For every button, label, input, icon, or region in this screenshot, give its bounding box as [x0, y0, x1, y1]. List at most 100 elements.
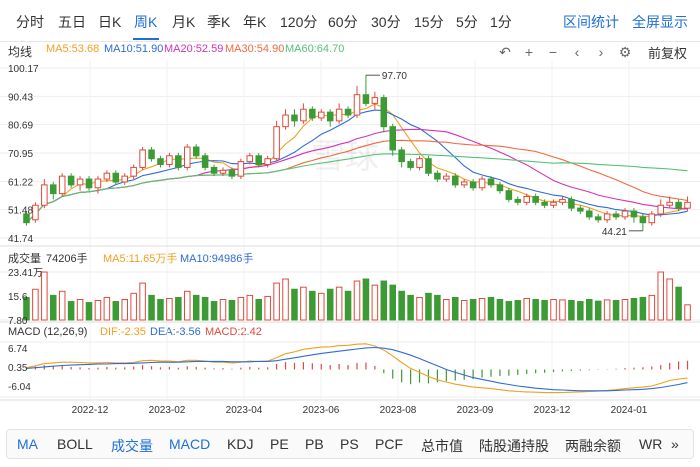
tab-five-day[interactable]: 五日: [58, 14, 86, 30]
price-adjust-selector[interactable]: 前复权: [648, 46, 688, 61]
volume-bar-up: [246, 294, 254, 321]
candle-up: [219, 169, 227, 174]
candle-down: [532, 196, 539, 203]
candle-down: [434, 172, 441, 180]
tab-30min[interactable]: 30分: [371, 14, 401, 30]
volume-bar-up: [94, 300, 102, 321]
scroll-left-icon[interactable]: ‹: [574, 44, 580, 60]
volume-bar-up: [76, 298, 84, 321]
candle-up: [559, 198, 566, 203]
undo-icon[interactable]: ↶: [499, 44, 511, 60]
volume-bar-up: [130, 292, 137, 321]
indicator-margin-balance[interactable]: 两融余额: [565, 438, 621, 454]
indicator-volume[interactable]: 成交量: [111, 438, 153, 454]
candle-down: [380, 97, 388, 128]
time-axis-label: 2024-01: [611, 405, 648, 416]
tab-daily-k[interactable]: 日K: [98, 14, 122, 30]
indicator-ma[interactable]: MA: [17, 436, 38, 452]
candle-down: [309, 108, 316, 119]
price-axis-label: 51.48: [8, 206, 33, 217]
candle-up: [282, 114, 289, 128]
candle-down: [23, 213, 30, 224]
ma60-line: [26, 153, 688, 224]
volume-bar-down: [389, 284, 397, 321]
candle-up: [657, 204, 665, 215]
watermark: 雪球: [311, 137, 379, 177]
time-axis-label: 2023-04: [226, 405, 263, 416]
indicator-pe[interactable]: PE: [270, 436, 289, 452]
candle-up: [246, 155, 254, 163]
indicator-pcf[interactable]: PCF: [375, 436, 403, 452]
high-price-marker: 97.70: [382, 71, 407, 82]
price-axis-label: 90.43: [8, 92, 33, 103]
volume-bar-down: [362, 278, 370, 321]
kline-chart[interactable]: 雪球 97.70 44.21 100.17 90.43 80.69 70.95 61.22 5…: [0, 0, 700, 430]
tab-1min[interactable]: 1分: [490, 14, 512, 30]
candle-down: [469, 181, 477, 189]
tab-quarterly-k[interactable]: 季K: [207, 14, 231, 30]
indicator-ps[interactable]: PS: [340, 436, 359, 452]
range-stats-link[interactable]: 区间统计: [563, 14, 619, 30]
ma-label: 均线: [8, 45, 33, 59]
macd-dea-line: [26, 346, 688, 392]
volume-bar-up: [523, 297, 531, 321]
volume-bar-down: [496, 298, 504, 321]
volume-bar-down: [612, 300, 620, 321]
indicator-kdj[interactable]: KDJ: [227, 436, 254, 452]
indicator-northbound-holdings[interactable]: 陆股通持股: [479, 438, 549, 454]
candle-down: [630, 210, 638, 218]
tab-120min[interactable]: 120分: [280, 14, 318, 30]
tab-weekly-k[interactable]: 周K: [134, 14, 158, 30]
price-axis-label: 100.17: [8, 64, 39, 75]
volume-bar-up: [478, 297, 486, 321]
candle-down: [594, 216, 602, 221]
time-axis-label: 2023-02: [149, 405, 186, 416]
candle-up: [76, 178, 84, 186]
indicator-pb[interactable]: PB: [305, 436, 324, 452]
tab-60min[interactable]: 60分: [328, 14, 358, 30]
indicator-macd[interactable]: MACD: [169, 436, 211, 452]
tab-yearly-k[interactable]: 年K: [243, 14, 267, 30]
volume-bar-down: [344, 290, 352, 321]
scroll-right-icon[interactable]: ›: [598, 44, 604, 60]
settings-gear-icon[interactable]: ⚙: [618, 44, 632, 60]
candle-up: [273, 126, 280, 160]
indicator-market-cap[interactable]: 总市值: [421, 438, 463, 454]
candle-up: [443, 175, 450, 180]
volume-bar-up: [460, 300, 468, 321]
candle-up: [648, 213, 656, 224]
volume-bar-down: [594, 300, 602, 321]
low-price-marker: 44.21: [602, 227, 627, 238]
volume-bar-up: [559, 299, 566, 321]
candle-down: [192, 146, 200, 157]
tab-intraday[interactable]: 分时: [16, 14, 44, 30]
candle-down: [49, 184, 57, 195]
volume-bar-up: [264, 295, 271, 321]
candle-down: [362, 94, 370, 104]
tab-5min[interactable]: 5分: [456, 14, 478, 30]
volume-bar-up: [32, 288, 39, 321]
volume-bar-down: [309, 290, 316, 321]
candle-up: [550, 201, 557, 206]
tab-monthly-k[interactable]: 月K: [172, 14, 196, 30]
candle-up: [41, 184, 48, 206]
indicator-boll[interactable]: BOLL: [57, 436, 93, 452]
zoom-out-icon[interactable]: −: [548, 44, 558, 60]
ma20-value: MA20:52.59: [164, 43, 224, 55]
zoom-in-icon[interactable]: +: [524, 44, 534, 60]
candle-down: [326, 111, 334, 122]
volume-bar-down: [228, 300, 236, 321]
fullscreen-link[interactable]: 全屏显示: [632, 14, 688, 30]
indicator-more-icon[interactable]: »: [671, 436, 679, 452]
candle-down: [514, 198, 522, 203]
tab-15min[interactable]: 15分: [414, 14, 444, 30]
ma-legend-row: 均线 MA5:53.68 MA10:51.90 MA20:52.59 MA30:…: [0, 40, 700, 61]
indicator-wr[interactable]: WR: [639, 436, 663, 452]
macd-dif-line: [26, 343, 688, 394]
candle-up: [603, 213, 611, 221]
volume-bar-up: [621, 298, 629, 321]
candle-down: [585, 210, 593, 218]
macd-legend-row: MACD (12,26,9) DIF:-2.35 DEA:-3.56 MACD:…: [0, 325, 700, 341]
volume-bar-up: [416, 296, 423, 321]
candle-up: [371, 97, 379, 104]
